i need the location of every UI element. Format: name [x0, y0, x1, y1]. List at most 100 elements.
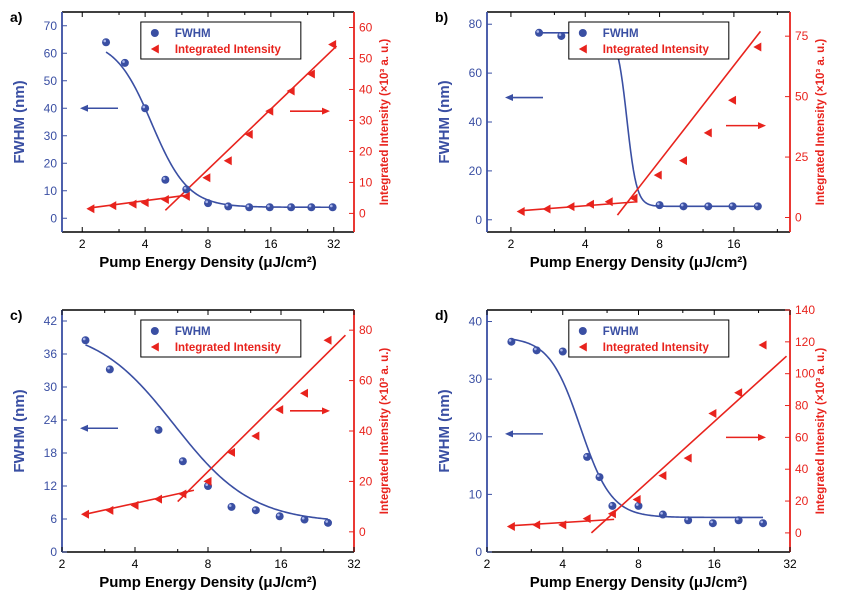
fwhm-point-highlight: [558, 33, 562, 36]
legend-fwhm-label: FWHM: [175, 326, 211, 338]
intensity-point: [244, 129, 253, 139]
intensity-point: [683, 453, 692, 463]
left-y-tick-label: 42: [44, 314, 58, 328]
left-y-tick-label: 0: [475, 213, 482, 227]
fwhm-point: [684, 516, 693, 525]
right-y-axis-label: Integrated Intensity (×10³ a. u.): [815, 39, 827, 206]
legend-box: [140, 319, 302, 358]
fwhm-point-highlight: [277, 513, 280, 517]
intensity-point: [753, 42, 762, 52]
fwhm-point-highlight: [729, 203, 733, 207]
right-y-tick-label: 0: [359, 206, 366, 220]
right-y-tick-label: 50: [359, 51, 373, 65]
fwhm-point: [245, 203, 254, 212]
fwhm-axis-arrow-head: [505, 94, 513, 102]
fwhm-fit-curve: [511, 338, 764, 519]
intensity-point: [86, 204, 95, 214]
fwhm-fit-curve: [85, 344, 329, 520]
fwhm-axis-arrow-head: [80, 424, 88, 432]
right-y-axis-label: Integrated Intensity (×10³ a. u.): [379, 348, 391, 515]
left-y-tick-label: 6: [50, 512, 57, 526]
intensity-fit-above-threshold: [616, 30, 762, 216]
left-y-tick-label: 40: [469, 315, 483, 329]
fwhm-point: [81, 336, 90, 345]
panel-label: b): [435, 9, 448, 25]
x-axis-label: Pump Energy Density (μJ/cm²): [99, 254, 317, 271]
fwhm-point-highlight: [609, 503, 613, 506]
intensity-point: [265, 106, 274, 116]
x-tick-label: 16: [727, 237, 741, 251]
right-y-tick-label: 40: [359, 424, 373, 438]
x-tick-label: 4: [582, 237, 589, 251]
right-y-tick-label: 40: [795, 462, 809, 476]
legend-fwhm-marker: [150, 327, 159, 335]
left-y-axis-label: FWHM (nm): [11, 389, 28, 472]
fwhm-point-highlight: [103, 39, 107, 43]
fwhm-point: [300, 515, 309, 524]
intensity-point: [516, 206, 525, 216]
right-y-tick-label: 40: [359, 82, 373, 96]
left-y-tick-label: 40: [469, 115, 483, 129]
intensity-point: [728, 95, 737, 105]
x-tick-label: 8: [635, 557, 642, 571]
left-y-tick-label: 60: [44, 46, 58, 60]
right-y-tick-label: 0: [795, 210, 802, 224]
intensity-point: [154, 494, 163, 504]
left-y-tick-label: 20: [469, 430, 483, 444]
fwhm-point: [595, 473, 604, 482]
x-tick-label: 2: [484, 557, 491, 571]
fwhm-point-highlight: [536, 30, 540, 33]
fwhm-point: [507, 337, 516, 346]
fwhm-point: [759, 519, 768, 528]
fwhm-point-highlight: [330, 204, 333, 208]
right-y-tick-label: 50: [795, 90, 809, 104]
legend-fwhm-marker: [578, 327, 587, 335]
intensity-point: [306, 69, 315, 79]
intensity-point: [178, 489, 187, 499]
right-y-axis-label: Integrated Intensity (×10³ a. u.): [379, 39, 391, 206]
x-tick-label: 8: [205, 557, 212, 571]
legend-intensity-marker: [150, 44, 159, 54]
intensity-point: [734, 388, 743, 398]
right-y-tick-label: 60: [359, 20, 373, 34]
intensity-point: [286, 86, 295, 96]
fwhm-point-highlight: [253, 507, 256, 511]
intensity-point: [105, 505, 114, 515]
x-tick-label: 4: [132, 557, 139, 571]
intensity-fit-above-threshold: [590, 355, 788, 534]
x-tick-label: 2: [59, 557, 66, 571]
fwhm-point-highlight: [560, 348, 563, 352]
fwhm-point: [161, 175, 170, 184]
x-tick-label: 32: [327, 237, 341, 251]
legend-box: [140, 21, 302, 60]
fwhm-point-highlight: [288, 204, 292, 208]
fwhm-point-highlight: [225, 203, 229, 207]
fwhm-axis-arrow-head: [80, 104, 88, 112]
x-axis-label: Pump Energy Density (μJ/cm²): [530, 254, 748, 271]
fwhm-point-highlight: [710, 520, 713, 524]
fwhm-point: [251, 506, 260, 515]
legend-intensity-label: Integrated Intensity: [603, 44, 710, 56]
fwhm-point-highlight: [508, 339, 512, 342]
legend-intensity-label: Integrated Intensity: [175, 44, 282, 56]
fwhm-point-highlight: [267, 204, 270, 208]
x-axis-label: Pump Energy Density (μJ/cm²): [99, 574, 317, 591]
fwhm-point: [753, 202, 762, 211]
x-axis-label: Pump Energy Density (μJ/cm²): [530, 574, 748, 591]
intensity-axis-arrow-head: [322, 107, 330, 115]
left-y-tick-label: 80: [469, 17, 483, 31]
left-y-tick-label: 20: [469, 164, 483, 178]
fwhm-point: [704, 202, 713, 211]
legend-box: [568, 21, 730, 60]
fwhm-point: [287, 203, 296, 212]
panel-d: d) 2 4 8 16 32 0 10 20 30 40 0 20 40 60 80 100 120 140 Pump…: [435, 303, 827, 591]
right-y-tick-label: 30: [359, 113, 373, 127]
legend-intensity-marker: [578, 342, 587, 352]
fwhm-point-highlight: [122, 60, 125, 63]
fwhm-point-highlight: [205, 200, 208, 204]
right-y-tick-label: 20: [795, 494, 809, 508]
intensity-point: [542, 204, 551, 214]
intensity-point: [758, 340, 767, 350]
right-y-tick-label: 100: [795, 367, 815, 381]
left-y-tick-label: 30: [469, 372, 483, 386]
